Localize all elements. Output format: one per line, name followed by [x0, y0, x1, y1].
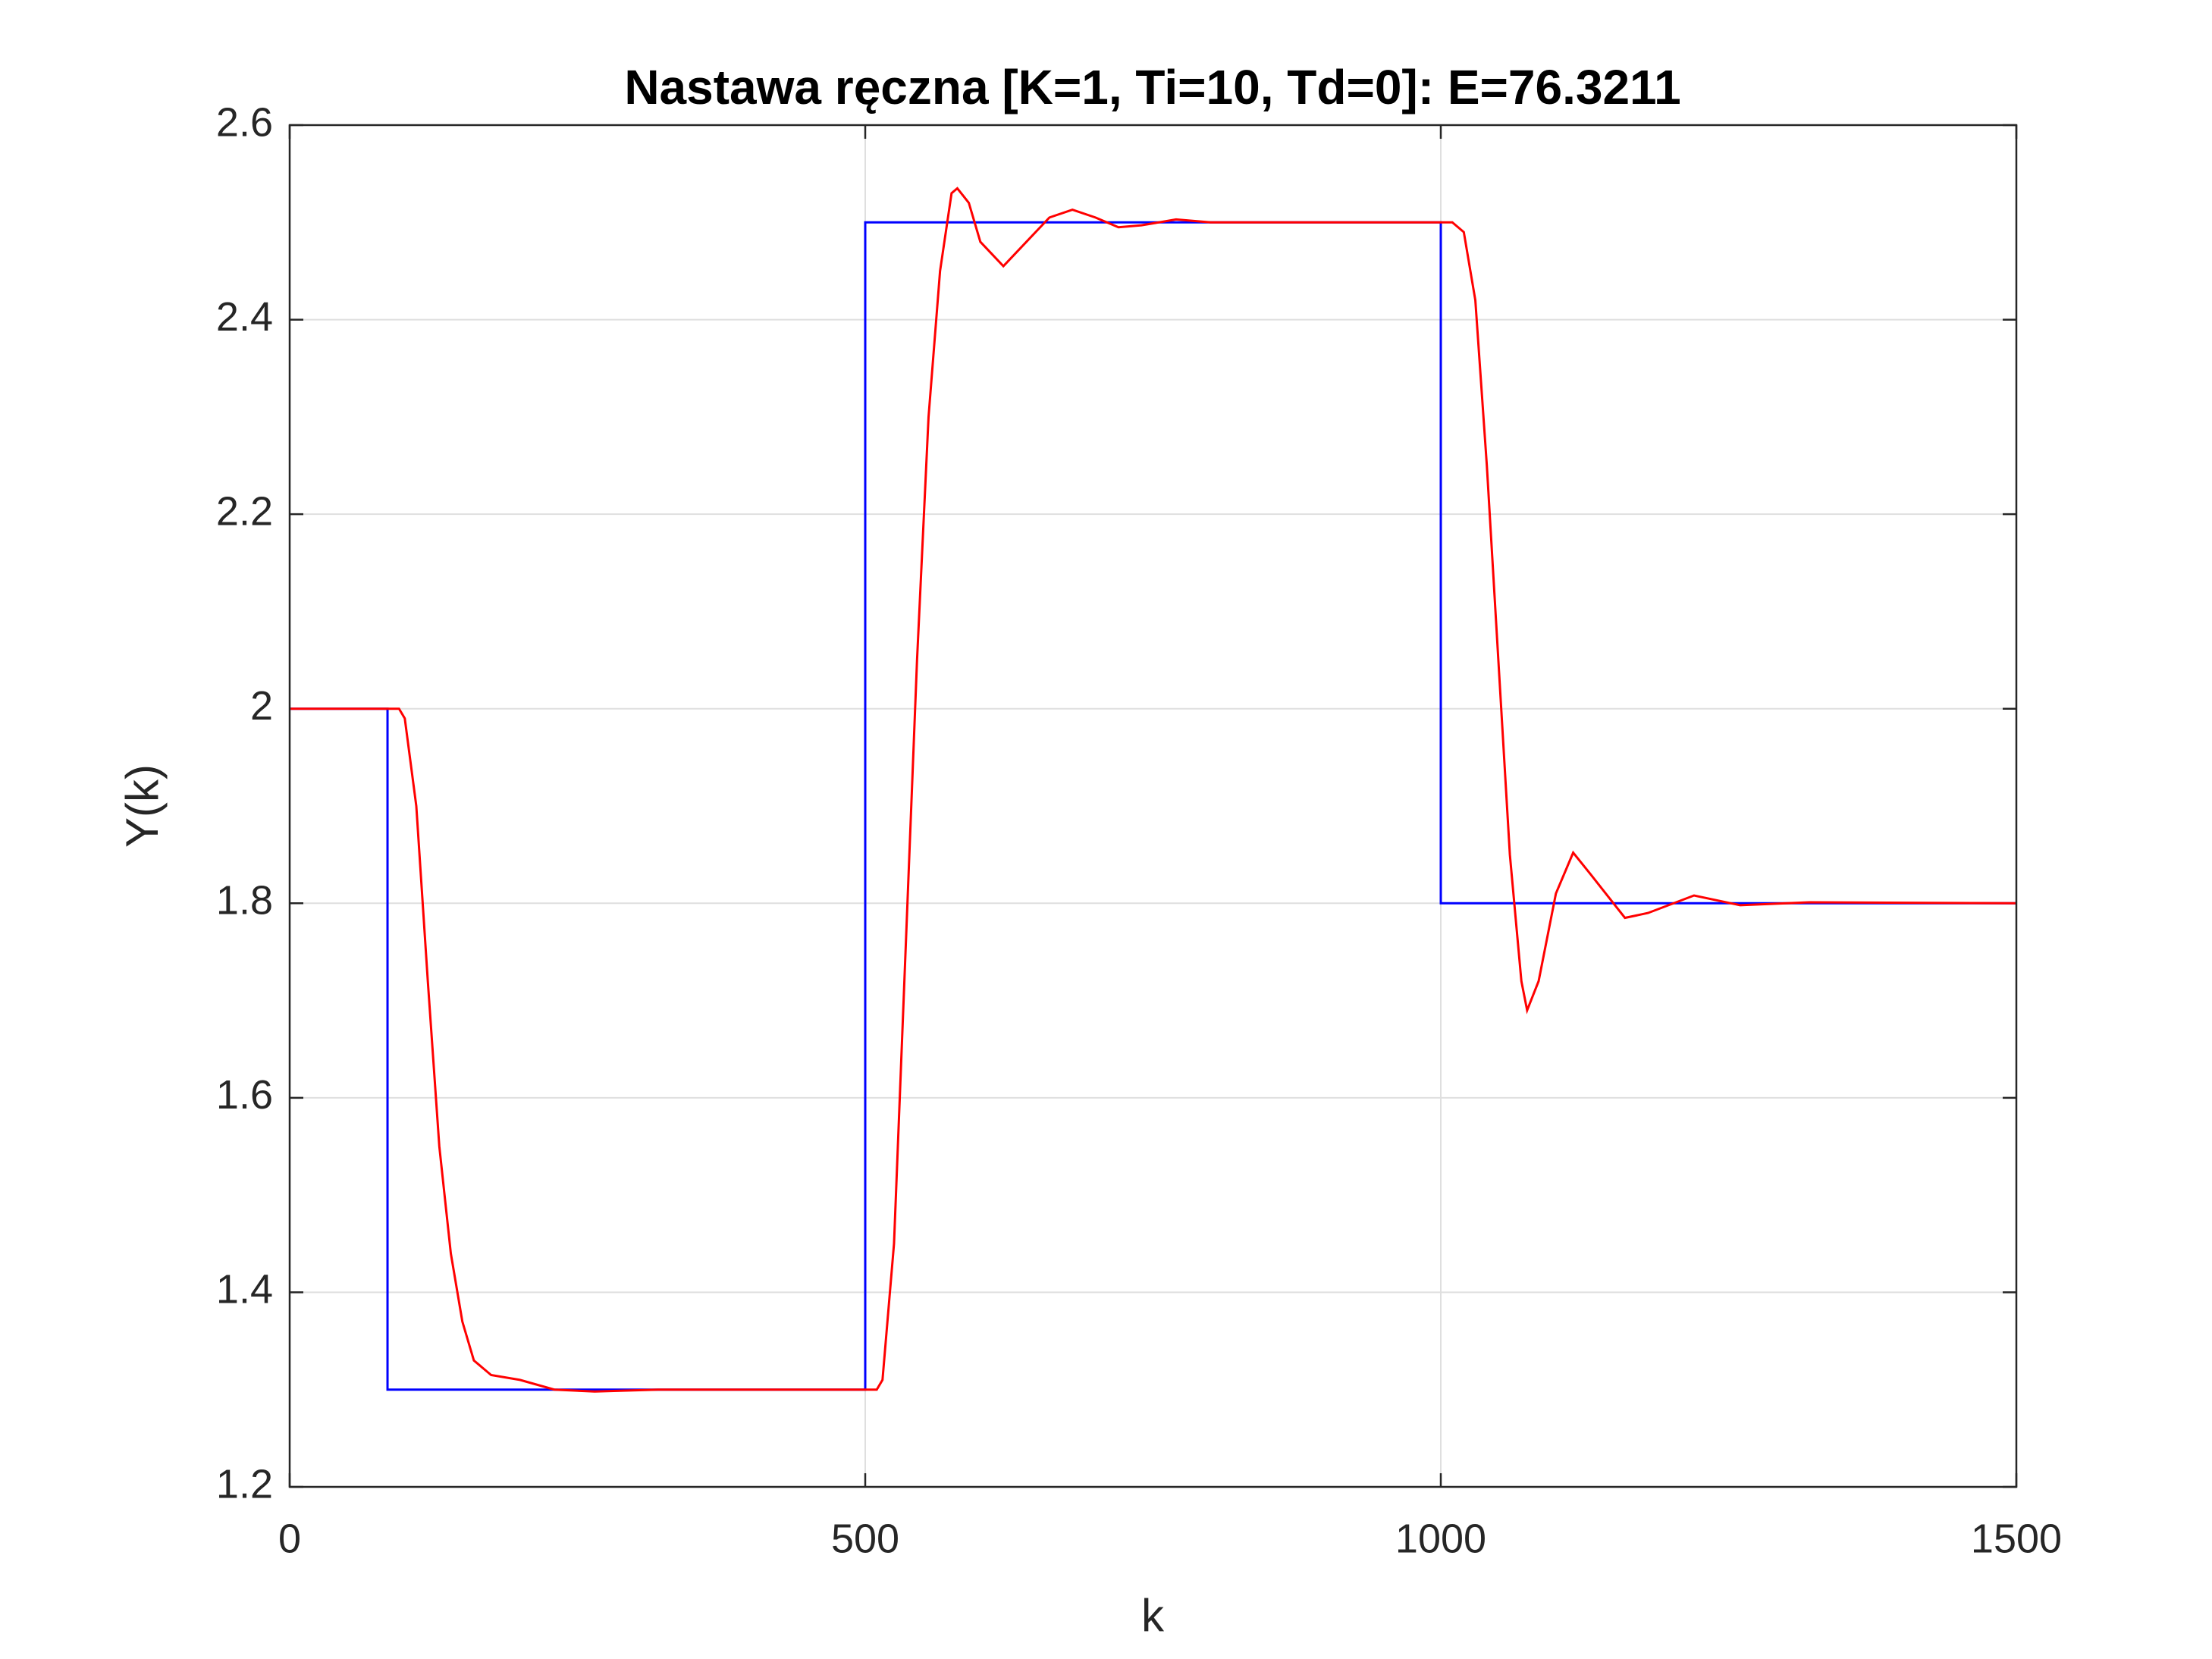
data-line [290, 187, 2017, 1393]
y-tick-label: 2.2 [216, 488, 273, 534]
x-tick-label: 1500 [1971, 1516, 2062, 1561]
plot-frame [288, 124, 2018, 1488]
x-axis-label: k [1141, 1590, 1165, 1641]
y-tick-label: 2.6 [216, 99, 273, 145]
chart-title: Nastawa ręczna [K=1, Ti=10, Td=0]: E=76.… [624, 60, 1680, 114]
x-tick-label: 0 [278, 1516, 301, 1561]
x-tick-label: 500 [831, 1516, 899, 1561]
y-tick-label: 1.6 [216, 1072, 273, 1118]
y-tick-label: 2.4 [216, 294, 273, 340]
data-line [290, 221, 2016, 1391]
y-tick-label: 1.8 [216, 878, 273, 924]
y-tick-label: 1.4 [216, 1267, 273, 1312]
y-axis-label: Y(k) [117, 764, 168, 848]
y-tick-label: 2 [250, 683, 273, 729]
x-tick-label: 1000 [1395, 1516, 1486, 1561]
y-tick-label: 1.2 [216, 1461, 273, 1507]
